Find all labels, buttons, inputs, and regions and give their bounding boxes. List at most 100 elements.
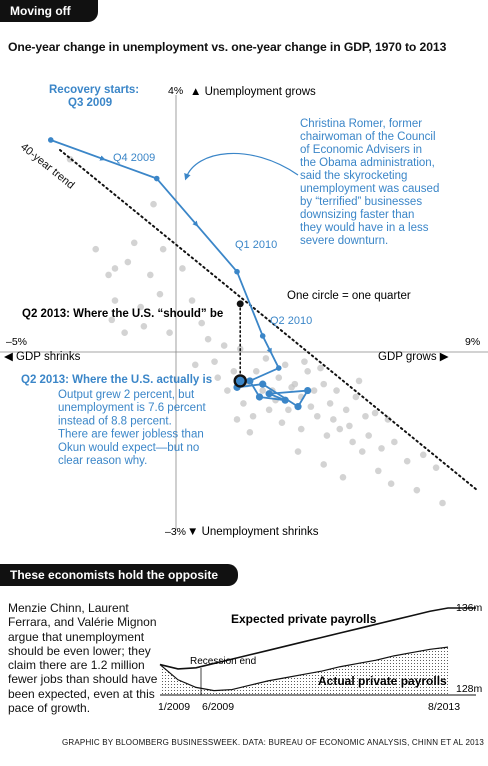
scatter-point bbox=[111, 265, 119, 272]
scatter-point bbox=[365, 432, 372, 439]
scatter-point bbox=[259, 387, 267, 394]
scatter-point bbox=[262, 355, 270, 362]
scatter-point bbox=[220, 342, 228, 349]
scatter-point bbox=[317, 364, 324, 372]
highlight-point bbox=[246, 377, 254, 385]
scatter-point bbox=[297, 425, 305, 433]
annotation-line: of Economic Advisers in bbox=[300, 144, 422, 156]
annotation-line: downsizing faster than bbox=[300, 209, 414, 221]
scatter-point bbox=[358, 448, 366, 455]
economists-paragraph: Menzie Chinn, Laurent Ferrara, and Valér… bbox=[8, 601, 158, 716]
scatter-point bbox=[140, 323, 148, 330]
y-bottom-label: 128m bbox=[456, 683, 483, 695]
scatter-point bbox=[378, 445, 385, 452]
x-label-start: 1/2009 bbox=[158, 701, 190, 713]
scatter-point bbox=[214, 374, 222, 382]
q2-2013-should-point bbox=[236, 300, 244, 308]
x-label-end: 8/2013 bbox=[428, 701, 460, 713]
scatter-point bbox=[198, 319, 205, 327]
scatter-point bbox=[240, 400, 247, 407]
highlight-point bbox=[294, 403, 302, 411]
scatter-point bbox=[188, 297, 196, 304]
expected-label: Expected private payrolls bbox=[231, 612, 377, 626]
annotation-line: There are fewer jobless than bbox=[58, 429, 204, 441]
annotation-line: unemployment is 7.6 percent bbox=[58, 402, 206, 414]
scatter-point bbox=[147, 271, 154, 279]
scatter-point bbox=[108, 316, 116, 324]
scatter-point bbox=[333, 387, 340, 394]
scatter-point bbox=[252, 367, 260, 375]
scatter-point bbox=[137, 303, 144, 311]
scatter-point bbox=[330, 416, 337, 423]
scatter-point bbox=[294, 448, 302, 455]
scatter-point bbox=[124, 258, 132, 266]
scatter-point bbox=[387, 480, 395, 488]
annotation-line: the Obama administration, bbox=[300, 157, 435, 169]
scatter-point bbox=[313, 412, 321, 420]
chart-subtitle: One-year change in unemployment vs. one-… bbox=[8, 40, 447, 54]
scatter-point bbox=[224, 387, 231, 394]
scatter-point bbox=[278, 419, 286, 426]
scatter-point bbox=[307, 403, 315, 410]
q1-2010-label: Q1 2010 bbox=[235, 239, 277, 251]
annotation-line: Okun would expect—but no bbox=[58, 442, 199, 454]
highlight-point bbox=[259, 333, 266, 339]
scatter-point bbox=[320, 380, 328, 388]
x-label-mid: 6/2009 bbox=[202, 701, 234, 713]
scatter-point bbox=[105, 271, 112, 279]
annotation-line: severe downturn. bbox=[300, 235, 388, 247]
highlight-points-group bbox=[47, 137, 312, 411]
scatter-point bbox=[336, 425, 344, 433]
actual-label: Actual private payrolls bbox=[318, 674, 447, 688]
y-max-label: 4% bbox=[168, 85, 183, 97]
highlight-point bbox=[275, 365, 282, 371]
q2-2010-label: Q2 2010 bbox=[270, 315, 312, 327]
scatter-point bbox=[249, 412, 257, 420]
annotation-line: by “terrified” businesses bbox=[300, 196, 422, 208]
y-top-label: ▲ Unemployment grows bbox=[190, 86, 316, 98]
scatter-point bbox=[323, 432, 331, 439]
scatter-point bbox=[320, 461, 328, 468]
q2-2013-should-label: Q2 2013: Where the U.S. “should” be bbox=[22, 308, 223, 320]
scatter-point bbox=[346, 422, 353, 430]
scatter-points-group bbox=[66, 155, 446, 507]
scatter-chart: 40-year trend 4% ▲ Unemployment grows –5… bbox=[0, 84, 488, 538]
scatter-point bbox=[130, 239, 138, 247]
annotation-line: Christina Romer, former bbox=[300, 118, 422, 130]
highlight-point bbox=[153, 175, 160, 182]
highlight-point bbox=[47, 137, 54, 143]
scatter-point bbox=[439, 499, 446, 507]
highlight-point bbox=[255, 393, 264, 401]
scatter-point bbox=[275, 374, 283, 382]
q4-2009-label: Q4 2009 bbox=[113, 152, 155, 164]
q2-2013-actual-point bbox=[233, 374, 247, 388]
annotation-line: Output grew 2 percent, but bbox=[58, 389, 195, 401]
highlight-point bbox=[259, 380, 267, 388]
scatter-point bbox=[92, 245, 100, 253]
highlight-point bbox=[304, 386, 312, 395]
expected-payroll-line bbox=[159, 607, 476, 670]
scatter-point bbox=[432, 464, 440, 471]
scatter-point bbox=[288, 384, 295, 391]
q2-2013-actual-label: Q2 2013: Where the U.S. actually is bbox=[21, 374, 212, 386]
scatter-point bbox=[111, 297, 119, 304]
recovery-label: Recovery starts: bbox=[49, 84, 139, 96]
annotation-line: clear reason why. bbox=[58, 455, 147, 467]
actual-payroll-line bbox=[159, 646, 449, 692]
scatter-point bbox=[403, 457, 411, 465]
scatter-point bbox=[339, 473, 347, 481]
scatter-point bbox=[342, 406, 350, 414]
scatter-point bbox=[304, 367, 311, 375]
scatter-point bbox=[191, 361, 199, 369]
credit-line: GRAPHIC BY BLOOMBERG BUSINESSWEEK. DATA:… bbox=[62, 738, 485, 747]
recession-end-label: Recession end bbox=[190, 656, 256, 667]
actual-payroll-area bbox=[160, 647, 448, 695]
legend-note: One circle = one quarter bbox=[287, 290, 411, 302]
x-right-label: GDP grows ▶ bbox=[378, 351, 450, 363]
highlight-point bbox=[265, 390, 273, 398]
scatter-point bbox=[349, 438, 356, 446]
scatter-point bbox=[375, 467, 382, 475]
highlight-path bbox=[50, 139, 309, 408]
x-max-label: 9% bbox=[465, 336, 480, 348]
